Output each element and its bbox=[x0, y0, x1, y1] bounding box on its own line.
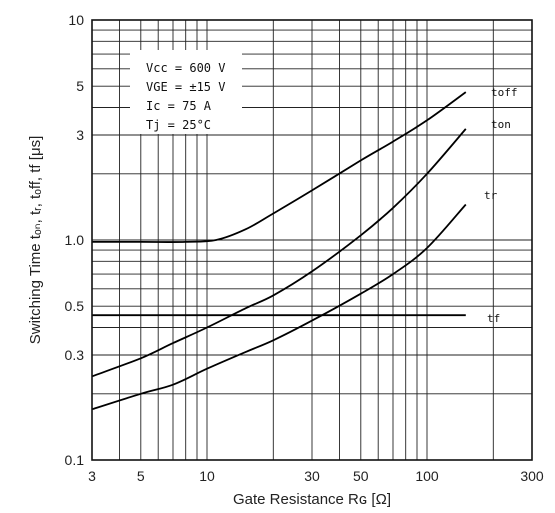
label-tr: tr bbox=[484, 189, 498, 202]
y-axis-title: Switching Time tₒₙ, tᵣ, tₒff, tf [μs] bbox=[27, 136, 44, 344]
label-tf: tf bbox=[487, 312, 500, 325]
x-tick-label: 5 bbox=[137, 468, 145, 484]
y-tick-label: 0.3 bbox=[65, 347, 85, 363]
conditions-box-background bbox=[130, 50, 242, 134]
y-tick-labels: 0.1 0.3 0.5 1.0 3 5 10 bbox=[65, 12, 85, 468]
curve-tr bbox=[91, 203, 467, 411]
x-tick-label: 30 bbox=[304, 468, 320, 484]
y-tick-label: 10 bbox=[68, 12, 84, 28]
x-tick-label: 100 bbox=[415, 468, 439, 484]
curve-toff bbox=[92, 91, 467, 243]
condition-vge: VGE = ±15 V bbox=[146, 80, 225, 94]
label-toff: toff bbox=[491, 86, 518, 99]
curve-layer bbox=[91, 91, 467, 411]
y-tick-label: 0.5 bbox=[65, 298, 85, 314]
label-ton: ton bbox=[491, 118, 511, 131]
condition-tj: Tj = 25°C bbox=[146, 118, 211, 132]
plot-frame bbox=[91, 19, 533, 461]
y-tick-label: 1.0 bbox=[65, 232, 85, 248]
x-tick-label: 10 bbox=[199, 468, 215, 484]
condition-vcc: Vcc = 600 V bbox=[146, 61, 225, 75]
y-tick-label: 3 bbox=[76, 127, 84, 143]
x-tick-label: 300 bbox=[520, 468, 544, 484]
condition-ic: Ic = 75 A bbox=[146, 99, 212, 113]
x-tick-label: 3 bbox=[88, 468, 96, 484]
curve-ton bbox=[91, 128, 467, 378]
x-tick-label: 50 bbox=[353, 468, 369, 484]
y-tick-label: 5 bbox=[76, 78, 84, 94]
x-axis-title: Gate Resistance Rɢ [Ω] bbox=[233, 491, 391, 508]
x-tick-labels: 3 5 10 30 50 100 300 bbox=[88, 468, 544, 484]
conditions-box: Vcc = 600 V VGE = ±15 V Ic = 75 A Tj = 2… bbox=[130, 50, 242, 134]
y-tick-label: 0.1 bbox=[65, 452, 85, 468]
